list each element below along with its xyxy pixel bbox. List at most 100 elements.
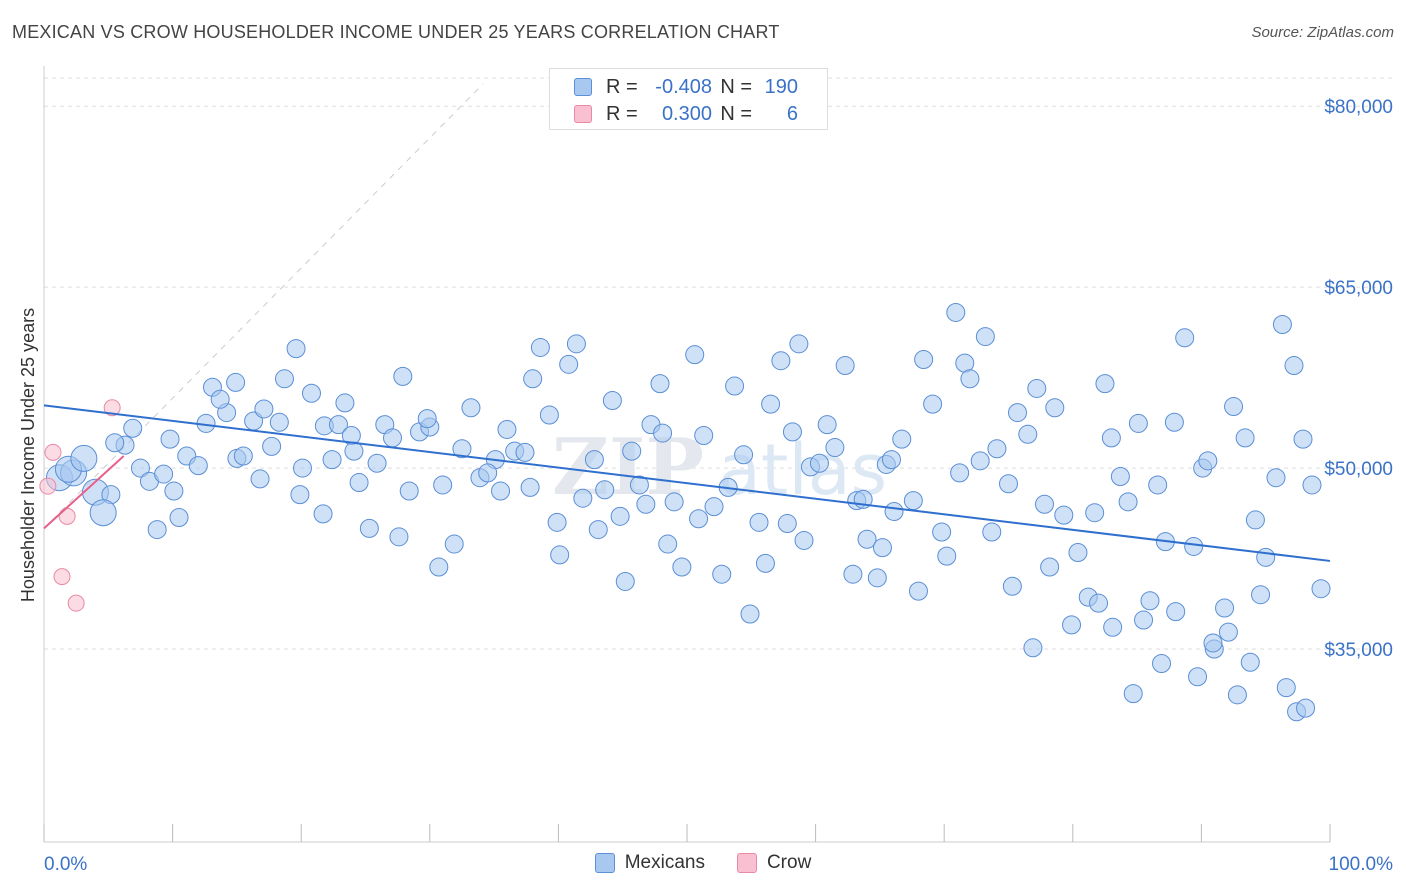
point-mexicans	[794, 530, 814, 550]
point-mexicans	[393, 366, 413, 386]
point-mexicans	[664, 492, 684, 512]
point-mexicans	[1123, 684, 1143, 704]
r-value: -0.408	[655, 75, 712, 98]
point-mexicans	[960, 369, 980, 389]
grid-lines	[44, 77, 1394, 650]
point-mexicans	[349, 473, 369, 493]
point-mexicans	[1218, 622, 1238, 642]
point-mexicans	[274, 369, 294, 389]
point-mexicans	[160, 429, 180, 449]
legend-swatch-mexicans	[594, 853, 615, 873]
point-mexicans	[932, 522, 952, 542]
reference-dashed-line	[43, 83, 484, 529]
point-mexicans	[843, 564, 863, 584]
legend-label-mexicans: Mexicans	[624, 852, 705, 873]
point-mexicans	[725, 376, 745, 396]
point-mexicans	[937, 546, 957, 566]
point-mexicans	[573, 488, 593, 508]
point-mexicans	[740, 604, 760, 624]
point-mexicans	[292, 458, 312, 478]
point-mexicans	[1068, 543, 1088, 562]
point-mexicans	[1296, 698, 1316, 718]
point-mexicans	[903, 491, 923, 511]
point-mexicans	[771, 351, 791, 371]
point-mexicans	[1245, 510, 1265, 530]
point-mexicans	[399, 481, 419, 501]
point-mexicans	[704, 497, 724, 517]
y-tick-label: $35,000	[1324, 640, 1393, 661]
point-mexicans	[1266, 468, 1286, 488]
point-crow	[67, 594, 85, 612]
point-mexicans	[530, 337, 550, 357]
point-mexicans	[444, 534, 464, 554]
point-mexicans	[1008, 403, 1028, 423]
point-mexicans	[188, 456, 208, 476]
point-mexicans	[328, 415, 348, 435]
point-mexicans	[588, 520, 608, 540]
point-mexicans	[269, 412, 289, 432]
point-mexicans	[1152, 653, 1172, 673]
point-mexicans	[1085, 503, 1105, 523]
series-legend: Mexicans Crow	[0, 852, 1406, 874]
point-mexicans	[254, 399, 274, 419]
r-value: 0.300	[661, 102, 712, 125]
point-mexicans	[584, 450, 604, 470]
point-mexicans	[1224, 397, 1244, 417]
point-mexicans	[523, 369, 543, 389]
point-mexicans	[383, 428, 403, 448]
point-mexicans	[610, 506, 630, 526]
point-mexicans	[1235, 428, 1255, 448]
point-mexicans	[147, 520, 167, 540]
point-crow	[103, 399, 121, 417]
point-mexicans	[210, 389, 230, 409]
point-mexicans	[749, 512, 769, 532]
point-mexicans	[520, 477, 540, 497]
legend-item-crow[interactable]: Crow	[736, 852, 812, 874]
point-mexicans	[301, 383, 321, 403]
legend-label-crow: Crow	[766, 852, 812, 873]
n-label: N =	[720, 102, 752, 125]
point-mexicans	[539, 405, 559, 425]
point-mexicans	[789, 334, 809, 354]
point-mexicans	[1284, 356, 1304, 376]
point-mexicans	[1035, 494, 1055, 514]
point-mexicans	[1302, 475, 1322, 495]
point-mexicans	[123, 418, 143, 438]
chart-title: MEXICAN VS CROW HOUSEHOLDER INCOME UNDER…	[12, 22, 780, 42]
point-mexicans	[1118, 492, 1138, 512]
point-mexicans	[335, 393, 355, 413]
point-mexicans	[615, 571, 635, 591]
point-mexicans	[629, 475, 649, 495]
point-mexicans	[1251, 585, 1271, 605]
point-mexicans	[914, 350, 934, 369]
point-mexicans	[884, 501, 904, 521]
stats-legend: R = -0.408 N = 190 R = 0.300 N = 6	[549, 68, 828, 130]
y-tick-label: $80,000	[1324, 97, 1393, 118]
point-mexicans	[685, 345, 705, 365]
point-mexicans	[825, 438, 845, 458]
point-mexicans	[1023, 638, 1043, 658]
point-mexicans	[497, 419, 517, 439]
point-mexicans	[777, 514, 797, 534]
point-mexicans	[313, 504, 333, 524]
point-mexicans	[367, 453, 387, 473]
point-mexicans	[658, 534, 678, 554]
point-mexicans	[105, 433, 125, 453]
point-mexicans	[987, 439, 1007, 459]
point-mexicans	[429, 557, 449, 577]
trend-line-crow	[43, 455, 125, 530]
point-mexicans	[1148, 475, 1168, 495]
x-tick-label: 100.0%	[1329, 854, 1394, 875]
point-mexicans	[1128, 413, 1148, 433]
legend-row-crow: R = 0.300 N = 6	[574, 101, 798, 127]
point-mexicans	[694, 425, 714, 445]
n-value: 190	[764, 75, 798, 98]
point-mexicans	[672, 557, 692, 577]
y-axis-label: Householder Income Under 25 years	[18, 308, 38, 602]
legend-item-mexicans[interactable]: Mexicans	[594, 852, 705, 874]
reference-line	[43, 83, 484, 529]
point-mexicans	[595, 480, 615, 500]
point-mexicans	[653, 423, 673, 443]
point-mexicans	[970, 451, 990, 471]
point-mexicans	[892, 429, 912, 449]
